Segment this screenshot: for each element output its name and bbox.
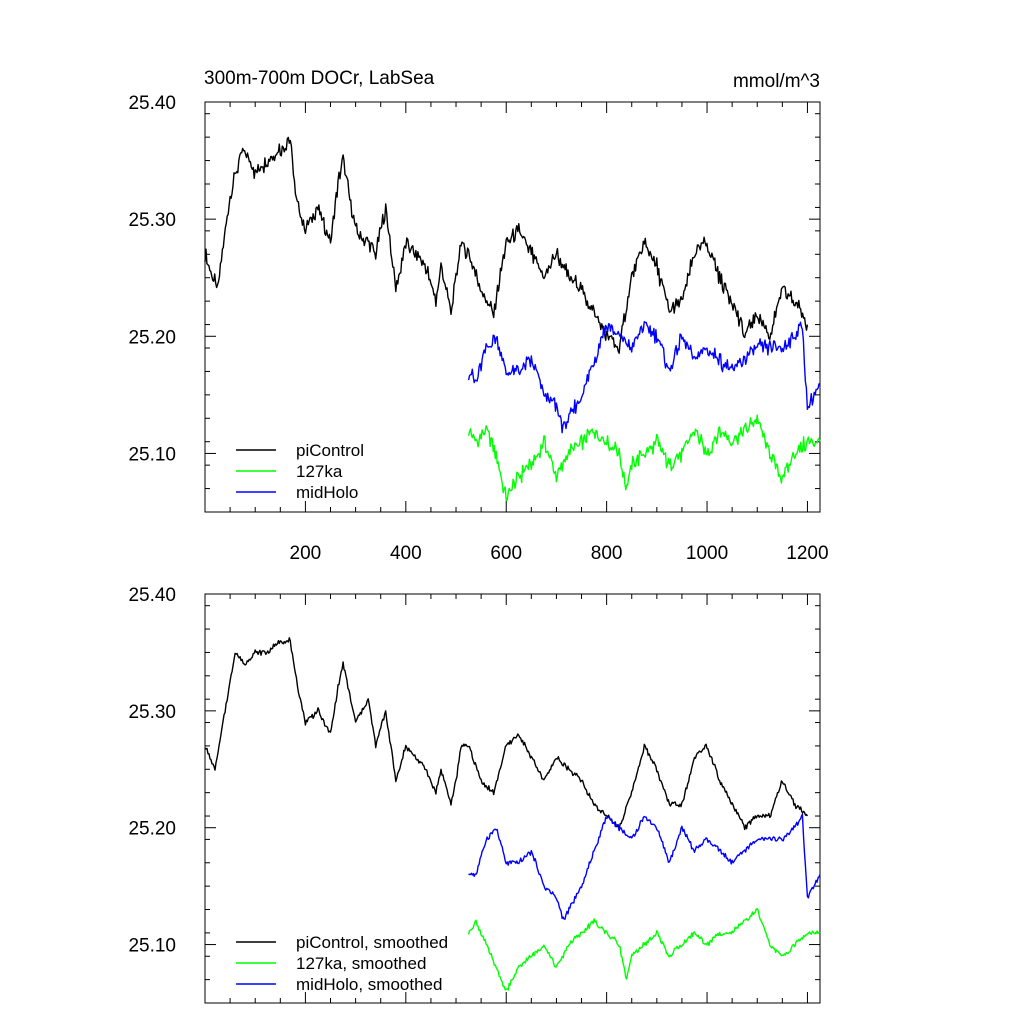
y-tick-label: 25.40 [128,585,176,606]
legend-label: 127ka [296,462,343,481]
x-tick-label: 200 [290,543,322,564]
y-tick-label: 25.10 [128,444,176,465]
x-tick-label: 1000 [686,543,728,564]
series-line-picontrol [204,637,809,831]
y-tick-label: 25.30 [128,210,176,231]
y-tick-label: 25.40 [128,93,176,114]
y-tick-label: 25.30 [128,702,176,723]
y-tick-label: 25.20 [128,327,176,348]
legend-label: piControl [296,441,364,460]
plot-frame [204,593,821,1004]
series-line-midholo [467,321,821,434]
series-line-picontrol [204,136,809,354]
x-tick-label: 800 [591,543,623,564]
legend-label: midHolo [296,483,358,502]
bottom-panel: 25.10 25.20 25.30 25.40 piControl, smoothed 1… [128,585,821,1004]
series-line-127ka [467,414,821,502]
units-label: mmol/m^3 [733,71,820,92]
top-panel: 25.10 25.20 25.30 25.40 200 400 600 800 1000 1200… [128,93,828,564]
legend-label: midHolo, smoothed [296,975,442,994]
x-tick-label: 600 [490,543,522,564]
y-tick-label: 25.20 [128,819,176,840]
plot-frame [204,101,821,513]
legend-label: piControl, smoothed [296,933,448,952]
series-line-midholo [468,813,821,920]
legend-label: 127ka, smoothed [296,954,426,973]
x-tick-label: 1200 [786,543,828,564]
chart-title: 300m-700m DOCr, LabSea [204,68,435,89]
y-tick-label: 25.10 [128,936,176,957]
series-line-127ka [467,908,821,991]
x-tick-label: 400 [390,543,422,564]
